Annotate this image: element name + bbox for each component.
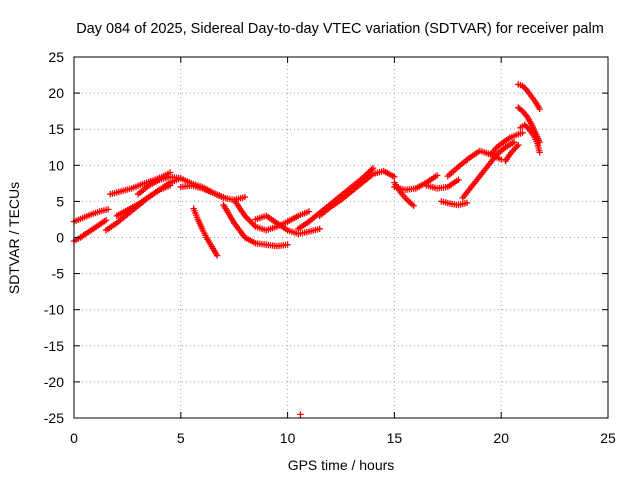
series-track-u — [515, 81, 543, 113]
data-point — [536, 105, 543, 113]
data-point — [524, 124, 531, 131]
series-outlier — [297, 411, 304, 418]
series-track-t — [487, 129, 526, 158]
data-point — [513, 143, 521, 150]
data-point — [104, 206, 112, 213]
y-tick-label: 0 — [56, 230, 64, 246]
data-point — [410, 202, 417, 209]
series-track-p — [423, 176, 462, 192]
y-tick-label: -15 — [44, 338, 64, 354]
data-point — [284, 241, 291, 248]
data-point — [522, 123, 530, 130]
y-tick-label: -25 — [44, 410, 64, 426]
series-track-s — [459, 138, 518, 201]
data-point — [433, 172, 441, 179]
data-point — [241, 193, 249, 201]
x-axis-label: GPS time / hours — [288, 457, 395, 473]
grid-layer — [74, 57, 608, 418]
y-tick-label: 20 — [48, 85, 64, 101]
y-tick-label: 15 — [48, 121, 64, 137]
y-tick-label: 10 — [48, 157, 64, 173]
data-point — [316, 225, 323, 233]
data-point — [520, 84, 528, 91]
x-tick-label: 25 — [600, 430, 616, 446]
data-point — [297, 411, 304, 418]
data-point — [102, 216, 110, 224]
data-point — [512, 144, 519, 152]
data-point — [305, 208, 313, 215]
y-axis-label: SDTVAR / TECUs — [6, 182, 22, 294]
data-point — [521, 121, 528, 129]
data-point — [391, 173, 398, 181]
series-track-h — [177, 182, 249, 204]
series-track-j — [231, 196, 313, 234]
y-tick-label: 5 — [56, 193, 64, 209]
data-point — [519, 82, 526, 90]
series-track-q — [444, 147, 505, 180]
x-tick-label: 15 — [387, 430, 403, 446]
series-track-w — [517, 121, 543, 156]
x-tick-label: 5 — [177, 430, 185, 446]
data-point — [519, 129, 526, 137]
data-point — [510, 146, 518, 153]
data-point — [246, 217, 253, 224]
data-point — [536, 149, 543, 156]
tick-layer: 0 5 10 15 20 25 -25 -20 -15 -10 -5 0 5 10 15 20 25 — [44, 49, 616, 446]
x-tick-label: 20 — [493, 430, 509, 446]
y-tick-label: 25 — [48, 49, 64, 65]
data-point — [510, 138, 518, 146]
series-track-i — [220, 201, 291, 250]
series-track-x — [502, 141, 522, 165]
series-track-m — [316, 167, 398, 220]
data-point — [498, 156, 505, 163]
series-track-k — [252, 212, 323, 238]
series-track-g — [190, 205, 221, 259]
y-tick-label: -20 — [44, 374, 64, 390]
data-point — [515, 141, 522, 149]
y-tick-label: -10 — [44, 302, 64, 318]
data-point — [213, 252, 221, 259]
data-point — [455, 176, 462, 183]
data-point — [463, 199, 471, 207]
data-point — [517, 106, 525, 114]
series-track-v — [515, 104, 543, 146]
data-point — [369, 164, 377, 172]
y-tick-label: -5 — [52, 266, 65, 282]
x-tick-label: 10 — [280, 430, 296, 446]
chart-title: Day 084 of 2025, Sidereal Day-to-day VTE… — [76, 21, 604, 37]
data-point — [249, 220, 256, 227]
data-point — [522, 85, 529, 92]
data-point — [244, 215, 252, 223]
series-track-l — [295, 164, 377, 233]
x-tick-label: 0 — [70, 430, 78, 446]
series-track-r — [438, 198, 471, 209]
data-layer — [70, 81, 543, 418]
